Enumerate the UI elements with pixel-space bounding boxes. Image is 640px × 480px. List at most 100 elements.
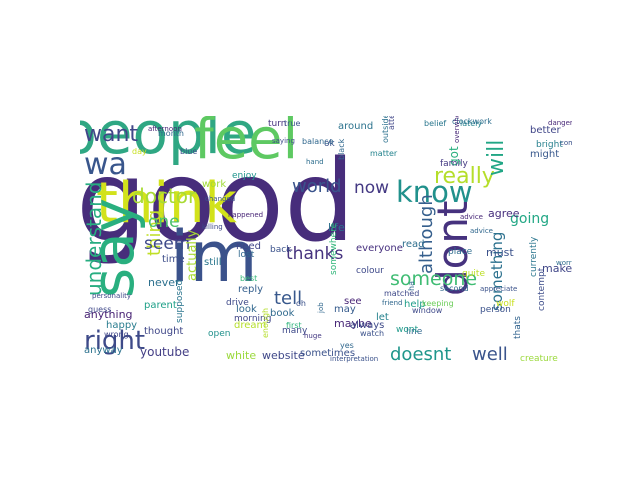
word-currently: currently [529,236,539,277]
word-morning: morning [234,314,272,324]
word-lost: lost [238,250,255,260]
word-friend: friend [382,299,403,307]
word-watch: watch [360,329,385,338]
word-matter: matter [370,149,398,158]
word-anything: anything [84,308,133,321]
word-still: still [204,257,222,268]
word-thought: thought [144,326,184,337]
word-know: know [396,175,473,209]
word-work: work [202,179,227,190]
word-keeping: keeping [422,299,454,308]
word-family: family [440,159,468,169]
word-doctor: doctor [132,184,197,208]
word-open: open [208,329,231,339]
word-going: going [510,211,550,227]
word-let: let [376,312,389,323]
word-blue: blue [180,147,198,156]
word-see: see [344,296,362,307]
word-black: black [337,138,346,160]
word-worry: worry [556,259,572,267]
word-cloud: goodpeoplethinkimsayfeeldontknowrightwaw… [80,116,572,364]
word-yes: yes [340,341,354,350]
word-enough: enough [261,307,270,338]
word-really: really [434,164,495,189]
word-thanks: thanks [286,244,344,264]
word-reply: reply [238,284,264,295]
word-maybe: maybe [334,317,372,330]
word-seem: seem [144,234,191,254]
word-danger: danger [548,119,572,127]
word-look: look [236,304,257,315]
word-always: always [350,320,385,331]
word-thats: thats [513,316,523,339]
word-advice: advice [460,213,483,221]
word-think: think [96,171,237,236]
word-place: place [448,247,473,257]
word-never: never [148,276,180,289]
word-world: world [292,176,342,197]
word-dream: dream [234,320,267,331]
word-will: will [484,139,509,176]
word-true: true [284,119,301,128]
word-everyone: everyone [356,243,403,254]
word-better: better [530,125,561,136]
word-afternoon: afternoon [148,125,182,133]
word-agree: agree [488,207,520,220]
word-balance: balance [302,137,334,146]
word-enjoy: enjoy [232,171,257,181]
word-person: person [480,305,511,315]
word-drive: drive [226,298,249,308]
word-contempt: contempt [537,267,547,311]
word-feel: feel [194,116,299,172]
word-actually: actually [185,229,200,281]
word-read: read [402,239,425,250]
word-book: book [270,308,295,319]
word-although: although [416,194,437,274]
word-want: want [84,122,139,147]
word-belief: belief [424,119,447,128]
word-matched: matched [384,289,420,298]
word-doesnt: doesnt [390,344,452,364]
word-anyway: anyway [84,345,123,356]
word-creature: creature [520,354,558,364]
word-quite: quite [462,269,485,279]
word-interpretation: interpretation [330,355,379,363]
word-happened: happened [228,211,264,219]
word-window: window [412,306,443,315]
word-job: job [317,302,325,313]
word-make: make [542,262,572,275]
word-well: well [472,344,508,364]
word-turn: turn [268,119,287,129]
word-killing: killing [202,223,223,231]
word-youtube: youtube [140,345,190,359]
word-lately: lately [460,119,483,128]
word-oh: oh [296,299,306,308]
word-huge: huge [304,332,322,340]
word-sometimes: sometimes [300,348,356,359]
word-people: people [80,116,257,167]
word-saying: saying [272,137,295,145]
word-good: good [80,137,356,267]
word-wont: wont [396,325,419,335]
word-im: im [170,216,258,298]
word-colour: colour [356,266,384,276]
word-ok: ok [324,139,335,149]
word-second: second [440,284,469,293]
word-wa: wa [84,147,127,182]
word-clockwork: clockwork [452,117,492,126]
word-ha: ha [407,281,416,291]
word-life: life [328,221,345,234]
word-advice: advice [470,227,493,235]
word-now: now [354,178,390,198]
word-changed: changed [205,195,236,203]
word-might: might [530,149,560,160]
word-must: must [486,246,514,259]
word-wrong: wrong [104,330,129,339]
word-outside: outside [381,116,390,143]
word-overwhelmed: overwhelmed [453,116,461,143]
word-back: back [270,245,292,255]
word-around: around [338,121,374,132]
word-right: right [84,326,146,356]
word-day: day [132,147,147,156]
word-appreciate: appreciate [480,285,518,293]
